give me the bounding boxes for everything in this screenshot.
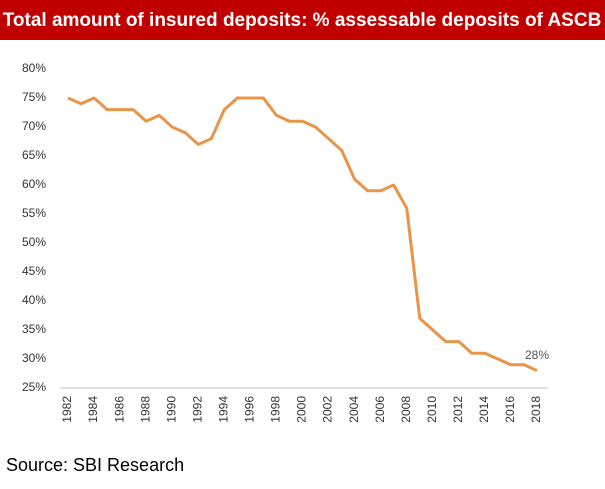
y-tick-label: 80% <box>22 61 46 75</box>
x-tick-label: 2000 <box>295 396 309 423</box>
x-tick-label: 1996 <box>243 396 257 423</box>
y-tick-label: 55% <box>22 206 46 220</box>
source: Source: SBI Research <box>6 455 184 475</box>
x-tick-label: 2012 <box>451 396 465 423</box>
x-tick-label: 1998 <box>269 396 283 423</box>
x-tick-label: 2016 <box>503 396 517 423</box>
y-tick-label: 35% <box>22 322 46 336</box>
x-tick-label: 1994 <box>217 396 231 423</box>
y-tick-label: 60% <box>22 177 46 191</box>
x-tick-label: 1986 <box>112 396 126 423</box>
x-tick-label: 2006 <box>373 396 387 423</box>
x-tick-label: 1984 <box>86 396 100 423</box>
data-label: 28% <box>525 348 549 362</box>
x-tick-label: 2014 <box>477 396 491 423</box>
y-tick-label: 50% <box>22 235 46 249</box>
title-banner <box>0 0 605 40</box>
y-tick-label: 70% <box>22 119 46 133</box>
x-tick-label: 1992 <box>190 396 204 423</box>
y-tick-label: 75% <box>22 90 46 104</box>
x-tick-label: 2002 <box>321 396 335 423</box>
x-tick-label: 1990 <box>164 396 178 423</box>
y-tick-label: 30% <box>22 351 46 365</box>
data-line <box>67 96 538 372</box>
y-tick-label: 45% <box>22 264 46 278</box>
y-tick-label: 25% <box>22 380 46 394</box>
x-tick-label: 2010 <box>425 396 439 423</box>
x-tick-label: 2008 <box>399 396 413 423</box>
y-tick-label: 40% <box>22 293 46 307</box>
x-tick-label: 1982 <box>60 396 74 423</box>
y-tick-label: 65% <box>22 148 46 162</box>
x-tick-label: 2004 <box>347 396 361 423</box>
x-tick-label: 2018 <box>529 396 543 423</box>
chart-title: Total amount of insured deposits: % asse… <box>3 10 602 31</box>
x-tick-label: 1988 <box>138 396 152 423</box>
